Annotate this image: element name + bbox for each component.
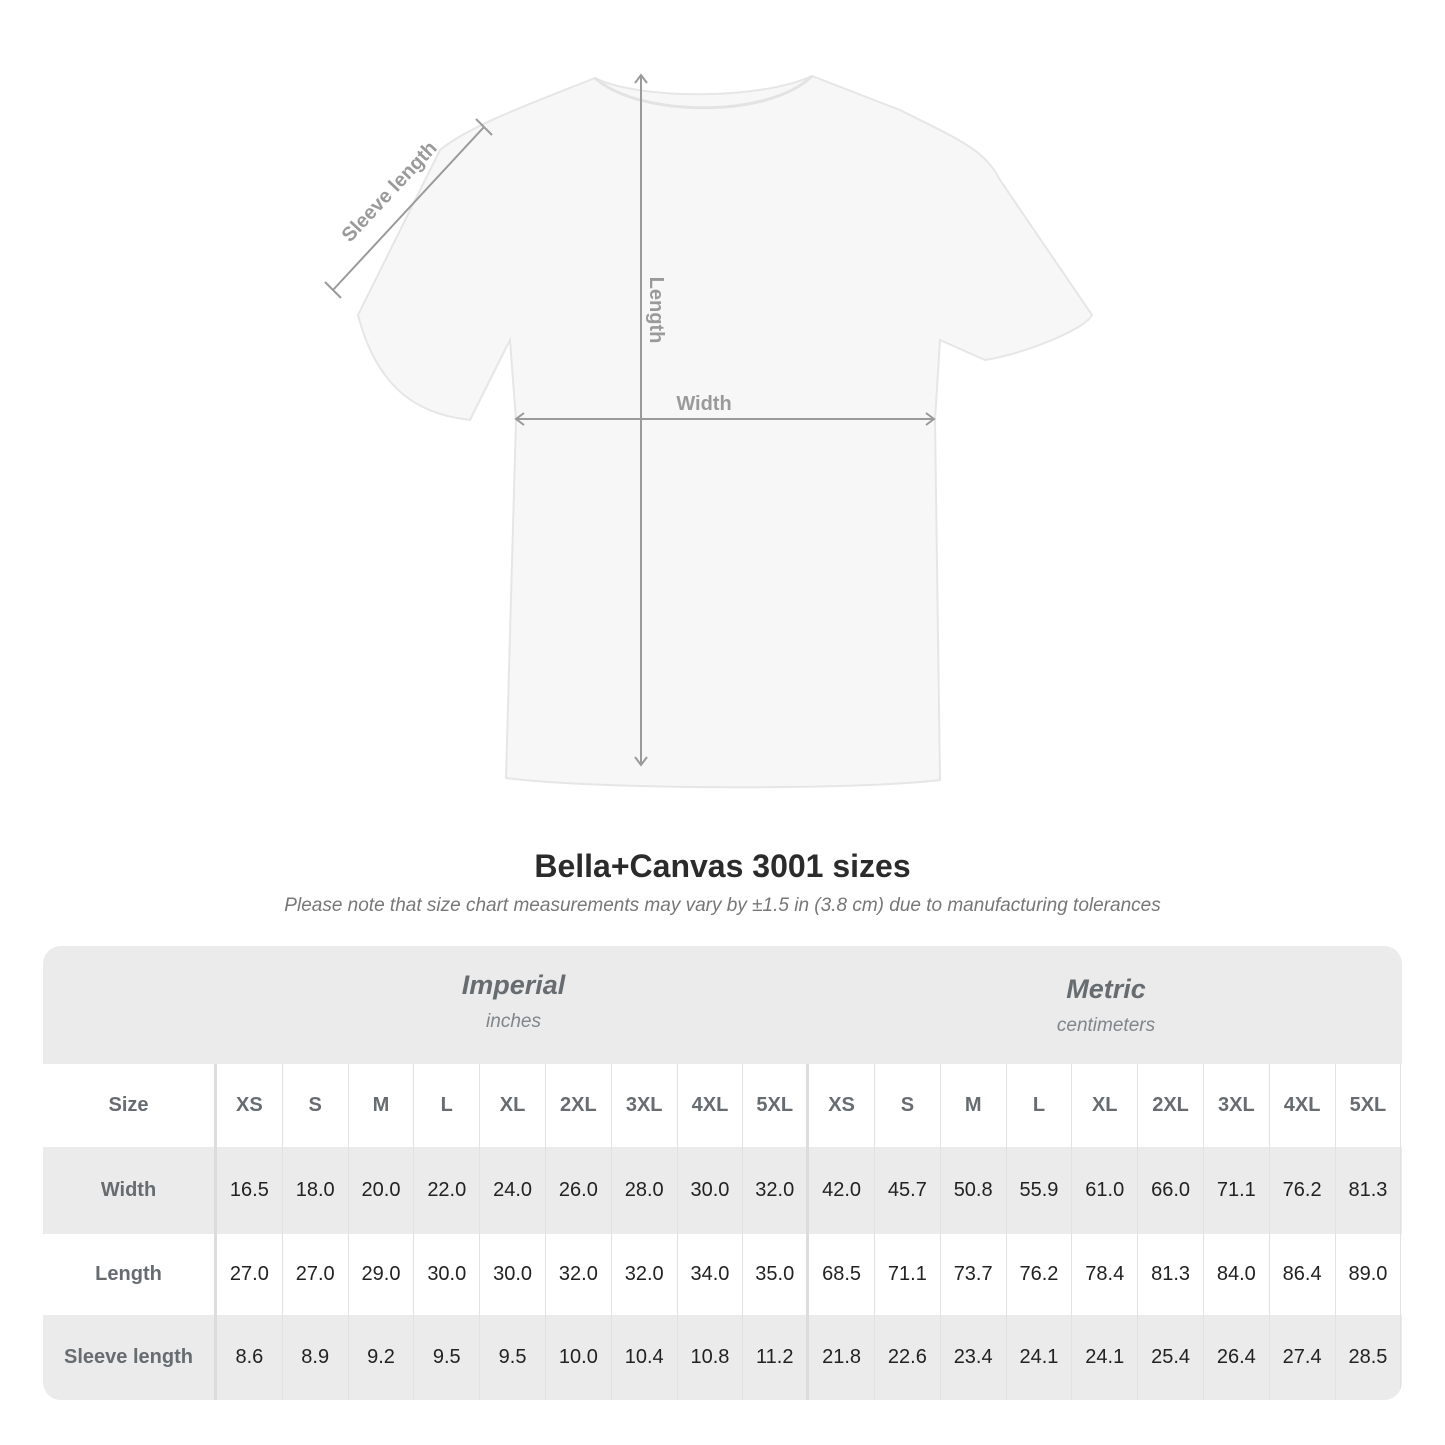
size-header-cell: 2XL bbox=[1138, 1064, 1204, 1147]
imperial-value-cell: 26.0 bbox=[546, 1147, 612, 1234]
metric-value-cell: 42.0 bbox=[809, 1147, 875, 1234]
imperial-value-cell: 10.8 bbox=[678, 1315, 744, 1400]
imperial-value-cell: 32.0 bbox=[546, 1234, 612, 1315]
sleeve-measure-line bbox=[332, 126, 485, 291]
row-label: Sleeve length bbox=[43, 1315, 217, 1400]
size-header-cell: 4XL bbox=[678, 1064, 744, 1147]
metric-value-cell: 22.6 bbox=[875, 1315, 941, 1400]
metric-value-cell: 55.9 bbox=[1007, 1147, 1073, 1234]
metric-value-cell: 23.4 bbox=[941, 1315, 1007, 1400]
imperial-value-cell: 18.0 bbox=[283, 1147, 349, 1234]
table-row: Width 16.5 18.0 20.0 22.0 24.0 26.0 28.0 30.0 32.… bbox=[43, 1147, 1402, 1234]
imperial-value-cell: 32.0 bbox=[612, 1234, 678, 1315]
imperial-value-cell: 9.2 bbox=[349, 1315, 415, 1400]
size-header-cell: XS bbox=[217, 1064, 283, 1147]
imperial-value-cell: 27.0 bbox=[283, 1234, 349, 1315]
imperial-value-cell: 28.0 bbox=[612, 1147, 678, 1234]
length-label: Length bbox=[645, 277, 667, 344]
size-header-cell: XL bbox=[1072, 1064, 1139, 1147]
row-label: Length bbox=[43, 1234, 217, 1315]
metric-value-cell: 26.4 bbox=[1204, 1315, 1270, 1400]
tshirt-collar bbox=[594, 74, 814, 110]
metric-value-cell: 76.2 bbox=[1007, 1234, 1073, 1315]
imperial-value-cell: 35.0 bbox=[743, 1234, 810, 1315]
imperial-value-cell: 24.0 bbox=[480, 1147, 546, 1234]
metric-value-cell: 71.1 bbox=[875, 1234, 941, 1315]
size-header-cell: 5XL bbox=[1336, 1064, 1402, 1147]
imperial-value-cell: 8.9 bbox=[283, 1315, 349, 1400]
size-header-cell: 3XL bbox=[1204, 1064, 1270, 1147]
metric-value-cell: 27.4 bbox=[1270, 1315, 1336, 1400]
width-label: Width bbox=[676, 393, 731, 415]
metric-value-cell: 28.5 bbox=[1336, 1315, 1402, 1400]
imperial-value-cell: 30.0 bbox=[480, 1234, 546, 1315]
imperial-value-cell: 30.0 bbox=[414, 1234, 481, 1315]
size-header-cell: XL bbox=[480, 1064, 546, 1147]
metric-value-cell: 73.7 bbox=[941, 1234, 1007, 1315]
imperial-value-cell: 34.0 bbox=[678, 1234, 744, 1315]
size-header-cell: M bbox=[941, 1064, 1007, 1147]
metric-value-cell: 24.1 bbox=[1007, 1315, 1073, 1400]
metric-value-cell: 21.8 bbox=[809, 1315, 875, 1400]
size-header-cell: L bbox=[414, 1064, 481, 1147]
size-header-cell: XS bbox=[809, 1064, 875, 1147]
metric-value-cell: 84.0 bbox=[1204, 1234, 1270, 1315]
table-row: Length 27.0 27.0 29.0 30.0 30.0 32.0 32.0 34.0 35… bbox=[43, 1234, 1402, 1315]
size-header-cell: L bbox=[1007, 1064, 1073, 1147]
row-label: Size bbox=[43, 1064, 217, 1147]
size-header-cell: S bbox=[875, 1064, 941, 1147]
size-header-cell: 4XL bbox=[1270, 1064, 1336, 1147]
imperial-value-cell: 30.0 bbox=[678, 1147, 744, 1234]
metric-value-cell: 24.1 bbox=[1072, 1315, 1139, 1400]
imperial-title: Imperial bbox=[461, 970, 566, 1000]
imperial-value-cell: 32.0 bbox=[743, 1147, 810, 1234]
imperial-header: Imperial inches bbox=[217, 970, 810, 1033]
table-row: Sleeve length 8.6 8.9 9.2 9.5 9.5 10.0 10.4 10.8… bbox=[43, 1315, 1402, 1400]
metric-value-cell: 76.2 bbox=[1270, 1147, 1336, 1234]
size-header-cell: 2XL bbox=[546, 1064, 612, 1147]
metric-value-cell: 45.7 bbox=[875, 1147, 941, 1234]
metric-value-cell: 81.3 bbox=[1138, 1234, 1204, 1315]
imperial-value-cell: 27.0 bbox=[217, 1234, 283, 1315]
imperial-value-cell: 29.0 bbox=[349, 1234, 415, 1315]
metric-value-cell: 86.4 bbox=[1270, 1234, 1336, 1315]
imperial-value-cell: 10.0 bbox=[546, 1315, 612, 1400]
imperial-value-cell: 22.0 bbox=[414, 1147, 481, 1234]
metric-value-cell: 66.0 bbox=[1138, 1147, 1204, 1234]
metric-value-cell: 25.4 bbox=[1138, 1315, 1204, 1400]
imperial-value-cell: 8.6 bbox=[217, 1315, 283, 1400]
imperial-value-cell: 20.0 bbox=[349, 1147, 415, 1234]
metric-value-cell: 81.3 bbox=[1336, 1147, 1402, 1234]
size-header-cell: 3XL bbox=[612, 1064, 678, 1147]
imperial-value-cell: 9.5 bbox=[414, 1315, 481, 1400]
imperial-value-cell: 10.4 bbox=[612, 1315, 678, 1400]
metric-title: Metric bbox=[1066, 974, 1146, 1004]
metric-value-cell: 61.0 bbox=[1072, 1147, 1139, 1234]
tshirt-diagram: Sleeve length Length Width bbox=[324, 73, 1094, 789]
metric-value-cell: 89.0 bbox=[1336, 1234, 1402, 1315]
size-header-cell: S bbox=[283, 1064, 349, 1147]
size-header-row: Size XS S M L XL 2XL 3XL 4XL 5XL XS S M L XL 2XL 3XL 4XL 5… bbox=[43, 1064, 1402, 1147]
imperial-unit: inches bbox=[486, 1011, 541, 1032]
imperial-value-cell: 9.5 bbox=[480, 1315, 546, 1400]
imperial-value-cell: 11.2 bbox=[743, 1315, 810, 1400]
imperial-value-cell: 16.5 bbox=[217, 1147, 283, 1234]
metric-unit: centimeters bbox=[1056, 1015, 1156, 1036]
chart-title: Bella+Canvas 3001 sizes bbox=[534, 848, 911, 884]
size-header-cell: 5XL bbox=[743, 1064, 810, 1147]
metric-header: Metric centimeters bbox=[810, 974, 1402, 1037]
tshirt-shape bbox=[356, 74, 1094, 789]
row-label: Width bbox=[43, 1147, 217, 1234]
size-header-cell: M bbox=[349, 1064, 415, 1147]
metric-value-cell: 50.8 bbox=[941, 1147, 1007, 1234]
metric-value-cell: 71.1 bbox=[1204, 1147, 1270, 1234]
metric-value-cell: 78.4 bbox=[1072, 1234, 1139, 1315]
tolerance-note: Please note that size chart measurements… bbox=[284, 895, 1161, 916]
size-table: Imperial inches Metric centimeters Size X… bbox=[43, 946, 1402, 1400]
metric-value-cell: 68.5 bbox=[809, 1234, 875, 1315]
